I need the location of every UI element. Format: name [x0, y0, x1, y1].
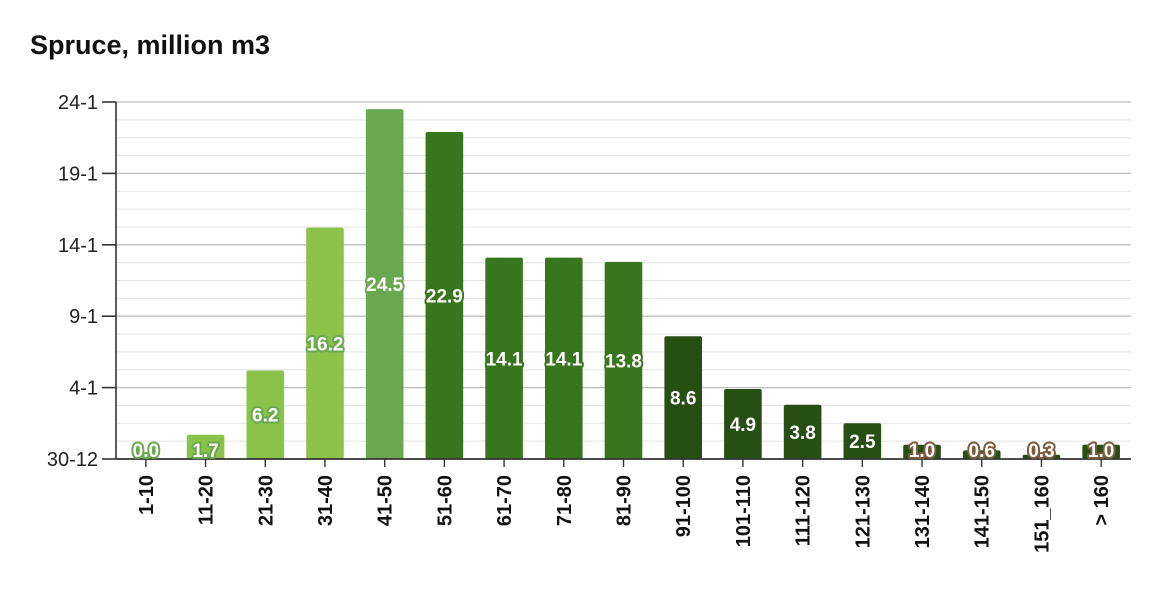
- y-tick-label: 24-1: [58, 92, 98, 114]
- bars: [186, 109, 1120, 459]
- bar-31-40: [306, 227, 344, 459]
- y-tick-label: 14-1: [58, 235, 98, 257]
- bar-81-90: [604, 261, 643, 459]
- x-tick-label-11-20: 11-20: [196, 475, 218, 525]
- bar-71-80: [544, 257, 583, 459]
- data-label-91-100: 8.6: [670, 389, 696, 410]
- bar-21-30: [246, 370, 285, 459]
- bar-131-140: [903, 444, 941, 459]
- data-label-11-20: 1.7: [192, 441, 218, 462]
- x-tick-label-81-90: 81-90: [614, 475, 636, 526]
- data-label-71-80: 14.1: [545, 349, 582, 370]
- x-tick-label-131-140: 131-140: [912, 475, 934, 548]
- x-tick-label-1-10: 1-10: [136, 475, 158, 515]
- bar-> 160: [1082, 444, 1120, 459]
- y-tick-label: 19-1: [58, 163, 98, 185]
- x-axis-ticks: 1-10 11-20 21-30 31-40 41-50 51-60 61-70 71-80 8…: [136, 459, 1113, 553]
- grid-lines: [116, 101, 1131, 442]
- x-tick-label-71-80: 71-80: [554, 475, 576, 526]
- data-label-51-60: 22.9: [426, 286, 463, 307]
- data-label-21-30: 6.2: [252, 406, 278, 427]
- x-tick-label-51-60: 51-60: [434, 475, 456, 526]
- data-label-101-110: 4.9: [730, 415, 756, 436]
- x-tick-label-111-120: 111-120: [793, 475, 815, 546]
- data-label-31-40: 16.2: [306, 334, 343, 355]
- x-tick-label-61-70: 61-70: [494, 475, 516, 526]
- y-tick-label: 4-1: [69, 378, 98, 400]
- bar-151_160: [1022, 454, 1061, 459]
- x-tick-label-41-50: 41-50: [375, 475, 397, 526]
- data-label-131-140: 1.0: [909, 441, 935, 462]
- data-label-111-120: 3.8: [789, 423, 815, 444]
- bar-101-110: [724, 389, 762, 459]
- y-tick-label: 9-1: [69, 306, 98, 328]
- y-axis-ticks: 30-12 4-1 9-1 14-1 19-1 24-1: [47, 92, 116, 471]
- bar-41-50: [365, 109, 404, 459]
- bar-121-130: [843, 423, 882, 459]
- x-tick-label-141-150: 141-150: [972, 475, 994, 548]
- x-tick-label-101-110: 101-110: [733, 475, 755, 547]
- x-tick-label-31-40: 31-40: [315, 475, 337, 526]
- data-label-61-70: 14.1: [486, 349, 523, 370]
- bar-61-70: [485, 257, 523, 459]
- x-tick-label-91-100: 91-100: [673, 475, 695, 537]
- data-label-151_160: 0.3: [1028, 441, 1054, 462]
- bar-11-20: [186, 434, 225, 459]
- data-label-121-130: 2.5: [849, 432, 876, 453]
- bar-91-100: [664, 336, 703, 459]
- data-label-1-10: 0.0: [133, 441, 159, 462]
- data-label-41-50: 24.5: [366, 275, 403, 296]
- data-label-> 160: 1.0: [1088, 441, 1114, 462]
- data-label-141-150: 0.6: [969, 441, 995, 462]
- data-label-81-90: 13.8: [605, 351, 642, 372]
- chart-title: Spruce, million m3: [30, 30, 271, 60]
- bar-111-120: [783, 404, 822, 459]
- data-labels: 0.0 1.7 6.2 16.2 24.5 22.9 14.1 14.1 13.8 8.6 4.9 3…: [131, 273, 1117, 464]
- x-tick-label-21-30: 21-30: [255, 475, 277, 526]
- x-tick-label-> 160: > 160: [1091, 475, 1113, 526]
- y-tick-label: 30-12: [47, 449, 98, 471]
- bar-51-60: [425, 131, 464, 459]
- x-tick-label-121-130: 121-130: [852, 475, 874, 548]
- x-tick-label-151_160: 151_160: [1031, 475, 1053, 553]
- bar-141-150: [962, 450, 1001, 459]
